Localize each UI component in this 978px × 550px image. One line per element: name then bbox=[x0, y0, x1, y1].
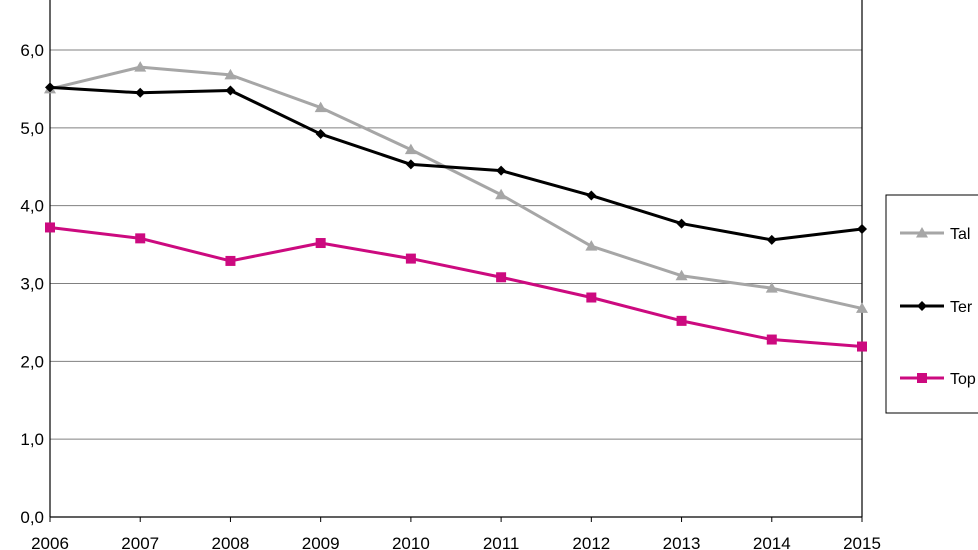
data-point-tal bbox=[856, 302, 868, 313]
x-tick-label: 2006 bbox=[31, 534, 69, 550]
data-point-tal bbox=[314, 101, 327, 113]
data-point-ter bbox=[405, 159, 416, 170]
data-point-top bbox=[315, 238, 326, 249]
x-tick-label: 2007 bbox=[121, 534, 159, 550]
x-tick-label: 2011 bbox=[483, 534, 520, 550]
legend-swatch-marker bbox=[917, 301, 927, 311]
data-point-top bbox=[405, 253, 416, 264]
data-point-ter bbox=[45, 82, 55, 93]
data-point-tal bbox=[404, 143, 417, 155]
data-point-top bbox=[45, 222, 55, 233]
x-tick-label: 2014 bbox=[753, 534, 791, 550]
legend: Tal Ter Top bbox=[885, 194, 978, 414]
legend-swatch-marker bbox=[916, 227, 928, 238]
series-lines bbox=[44, 61, 868, 352]
data-point-ter bbox=[315, 129, 326, 140]
y-tick-label: 2,0 bbox=[20, 352, 44, 371]
x-tick-labels: 2006 2007 2008 2009 2010 2011 2012 2013 2014 2015 bbox=[31, 534, 881, 550]
data-point-tal bbox=[224, 68, 237, 80]
x-tick-label: 2013 bbox=[663, 534, 701, 550]
legend-swatch-marker bbox=[917, 373, 927, 383]
data-point-tal bbox=[134, 61, 147, 72]
legend-label-top: Top bbox=[950, 371, 976, 388]
data-point-top bbox=[225, 255, 236, 266]
data-point-ter bbox=[135, 87, 146, 98]
gridlines bbox=[50, 49, 862, 440]
y-tick-label: 6,0 bbox=[20, 41, 44, 60]
legend-label-ter: Ter bbox=[950, 299, 973, 316]
axes bbox=[49, 0, 863, 522]
y-tick-label: 5,0 bbox=[20, 119, 44, 138]
y-tick-label: 3,0 bbox=[20, 275, 44, 294]
x-tick-label: 2012 bbox=[572, 534, 610, 550]
data-point-ter bbox=[225, 85, 236, 96]
data-point-top bbox=[676, 315, 687, 326]
x-tick-label: 2010 bbox=[392, 534, 430, 550]
data-point-tal bbox=[495, 188, 508, 200]
data-point-ter bbox=[676, 218, 687, 229]
series-line-tal bbox=[49, 65, 863, 310]
data-point-ter bbox=[857, 224, 867, 235]
y-tick-label: 1,0 bbox=[20, 430, 44, 449]
data-point-top bbox=[496, 272, 507, 283]
x-tick-label: 2015 bbox=[843, 534, 881, 550]
x-tick-label: 2008 bbox=[212, 534, 250, 550]
data-point-tal bbox=[675, 269, 688, 281]
y-tick-label: 0,0 bbox=[20, 508, 44, 527]
data-point-tal bbox=[585, 240, 598, 251]
data-point-top bbox=[135, 233, 146, 244]
data-point-top bbox=[857, 341, 867, 352]
y-tick-label: 4,0 bbox=[20, 197, 44, 216]
series-line-top bbox=[49, 225, 863, 349]
data-point-ter bbox=[766, 234, 777, 245]
data-point-ter bbox=[496, 165, 507, 176]
data-point-ter bbox=[586, 190, 597, 201]
y-tick-labels: 0,0 1,0 2,0 3,0 4,0 5,0 6,0 bbox=[20, 41, 44, 527]
data-point-tal bbox=[765, 282, 778, 293]
data-point-top bbox=[586, 292, 597, 303]
data-point-top bbox=[766, 334, 777, 345]
series-line-ter bbox=[49, 85, 863, 242]
x-tick-label: 2009 bbox=[302, 534, 340, 550]
legend-label-tal: Tal bbox=[950, 226, 970, 243]
